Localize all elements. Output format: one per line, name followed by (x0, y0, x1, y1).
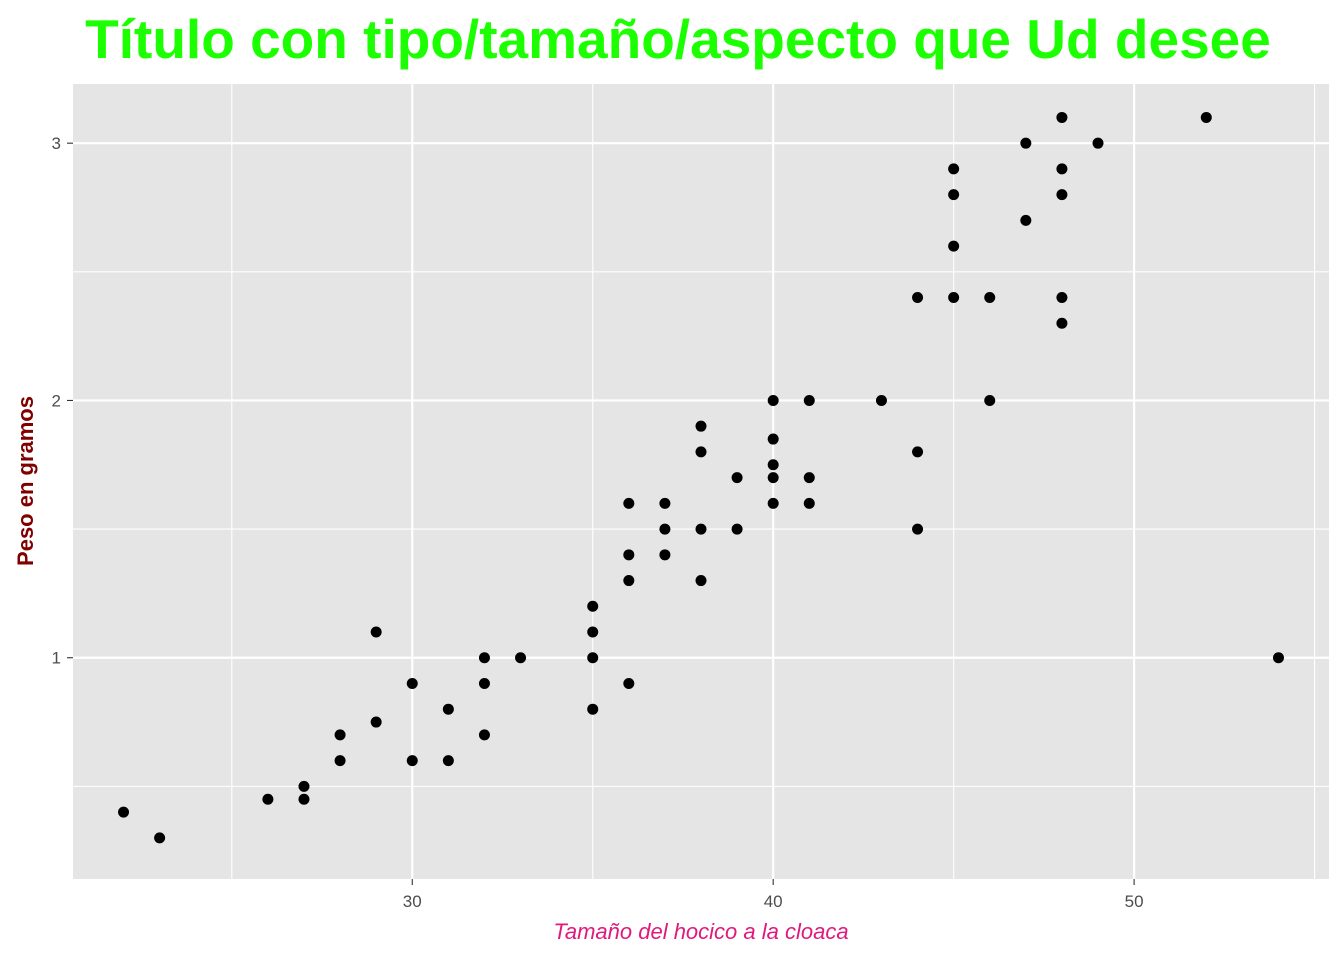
y-tick-label: 1 (52, 649, 61, 668)
data-point (370, 716, 382, 728)
data-point (1092, 137, 1104, 149)
data-point (948, 189, 960, 201)
data-point (442, 755, 454, 767)
data-point (298, 793, 310, 805)
data-point (767, 433, 779, 445)
data-point (1272, 652, 1284, 664)
data-point (984, 394, 996, 406)
data-point (1200, 111, 1212, 123)
data-point (731, 523, 743, 535)
data-point (154, 832, 166, 844)
data-point (912, 292, 924, 304)
data-point (948, 163, 960, 175)
y-axis: 1 2 3 (52, 134, 73, 668)
y-tick-label: 2 (52, 391, 61, 410)
data-point (262, 793, 274, 805)
data-point (623, 549, 635, 561)
x-axis-label: Tamaño del hocico a la cloaca (553, 919, 848, 944)
data-point (515, 652, 527, 664)
data-point (803, 472, 815, 484)
data-point (767, 472, 779, 484)
data-point (659, 523, 671, 535)
data-point (334, 755, 346, 767)
data-point (406, 755, 418, 767)
data-point (659, 497, 671, 509)
data-point (731, 472, 743, 484)
data-point (587, 652, 599, 664)
data-point (912, 523, 924, 535)
data-point (623, 497, 635, 509)
data-point (803, 394, 815, 406)
plot-panel (73, 84, 1329, 879)
data-point (478, 729, 490, 741)
data-point (623, 575, 635, 587)
data-point (695, 420, 707, 432)
data-point (1056, 163, 1068, 175)
data-point (695, 446, 707, 458)
y-tick-label: 3 (52, 134, 61, 153)
data-points (118, 111, 1284, 844)
x-tick-label: 30 (403, 892, 422, 911)
data-point (623, 677, 635, 689)
data-point (370, 626, 382, 638)
data-point (1056, 111, 1068, 123)
data-point (334, 729, 346, 741)
x-tick-label: 50 (1125, 892, 1144, 911)
data-point (478, 652, 490, 664)
x-tick-label: 40 (764, 892, 783, 911)
data-point (767, 394, 779, 406)
data-point (587, 600, 599, 612)
data-point (948, 292, 960, 304)
data-point (442, 703, 454, 715)
data-point (875, 394, 887, 406)
data-point (478, 677, 490, 689)
data-point (1020, 137, 1032, 149)
y-axis-label: Peso en gramos (13, 396, 38, 566)
data-point (406, 677, 418, 689)
data-point (587, 703, 599, 715)
data-point (659, 549, 671, 561)
data-point (587, 626, 599, 638)
data-point (1056, 292, 1068, 304)
data-point (1056, 189, 1068, 201)
data-point (767, 497, 779, 509)
data-point (695, 523, 707, 535)
data-point (984, 292, 996, 304)
data-point (1056, 317, 1068, 329)
data-point (948, 240, 960, 252)
data-point (803, 497, 815, 509)
data-point (118, 806, 130, 818)
data-point (1020, 214, 1032, 226)
chart-title: Título con tipo/tamaño/aspecto que Ud de… (85, 8, 1271, 70)
data-point (298, 780, 310, 792)
data-point (912, 446, 924, 458)
data-point (767, 459, 779, 471)
x-axis: 30 40 50 (403, 879, 1144, 911)
data-point (695, 575, 707, 587)
